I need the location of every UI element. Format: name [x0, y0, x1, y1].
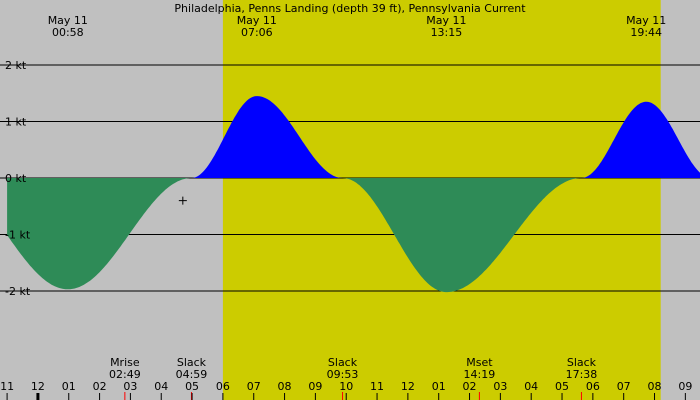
extreme-date-label-3: May 11	[626, 14, 666, 27]
hour-label-12: 11	[370, 380, 384, 393]
ebb-area-2	[342, 178, 582, 293]
hour-label-8: 07	[247, 380, 261, 393]
hour-label-2: 01	[62, 380, 76, 393]
extreme-time-label-2: 13:15	[431, 26, 463, 39]
extreme-date-label-2: May 11	[426, 14, 466, 27]
event-name-label-0: Mrise	[110, 356, 140, 369]
event-time-label-3: 14:19	[464, 368, 496, 381]
extreme-time-label-1: 07:06	[241, 26, 273, 39]
ebb-area-0	[7, 178, 192, 290]
hour-label-14: 01	[432, 380, 446, 393]
hour-label-10: 09	[308, 380, 322, 393]
event-time-label-2: 09:53	[327, 368, 359, 381]
extreme-date-label-0: May 11	[48, 14, 88, 27]
hour-label-6: 05	[185, 380, 199, 393]
extreme-time-label-0: 00:58	[52, 26, 84, 39]
event-name-label-1: Slack	[177, 356, 207, 369]
hour-label-15: 02	[463, 380, 477, 393]
hour-label-16: 03	[493, 380, 507, 393]
extreme-time-label-3: 19:44	[630, 26, 662, 39]
hour-label-1: 12	[31, 380, 45, 393]
hour-label-21: 08	[648, 380, 662, 393]
event-time-label-1: 04:59	[176, 368, 208, 381]
hour-label-20: 07	[617, 380, 631, 393]
hour-label-0: 11	[0, 380, 14, 393]
y-tick-label-1-kt: 1 kt	[5, 116, 27, 129]
hour-label-4: 03	[123, 380, 137, 393]
y-tick-label--2-kt: -2 kt	[5, 285, 31, 298]
hour-label-7: 06	[216, 380, 230, 393]
extreme-date-label-1: May 11	[237, 14, 277, 27]
hour-label-19: 06	[586, 380, 600, 393]
flood-area-1	[191, 96, 343, 178]
y-tick-label--1-kt: -1 kt	[5, 229, 31, 242]
y-tick-label-0-kt: 0 kt	[5, 172, 27, 185]
hour-label-18: 05	[555, 380, 569, 393]
hour-label-3: 02	[93, 380, 107, 393]
event-name-label-2: Slack	[328, 356, 358, 369]
flood-area-3	[581, 101, 700, 178]
chart-title: Philadelphia, Penns Landing (depth 39 ft…	[174, 2, 526, 15]
event-time-label-0: 02:49	[109, 368, 141, 381]
event-name-label-4: Slack	[567, 356, 597, 369]
y-tick-label-2-kt: 2 kt	[5, 59, 27, 72]
event-time-label-4: 17:38	[566, 368, 598, 381]
hour-label-5: 04	[154, 380, 168, 393]
current-time-marker	[178, 196, 187, 205]
hour-label-11: 10	[339, 380, 353, 393]
hour-label-9: 08	[278, 380, 292, 393]
event-name-label-3: Mset	[466, 356, 493, 369]
hour-label-13: 12	[401, 380, 415, 393]
hour-label-17: 04	[524, 380, 538, 393]
hour-label-22: 09	[678, 380, 692, 393]
